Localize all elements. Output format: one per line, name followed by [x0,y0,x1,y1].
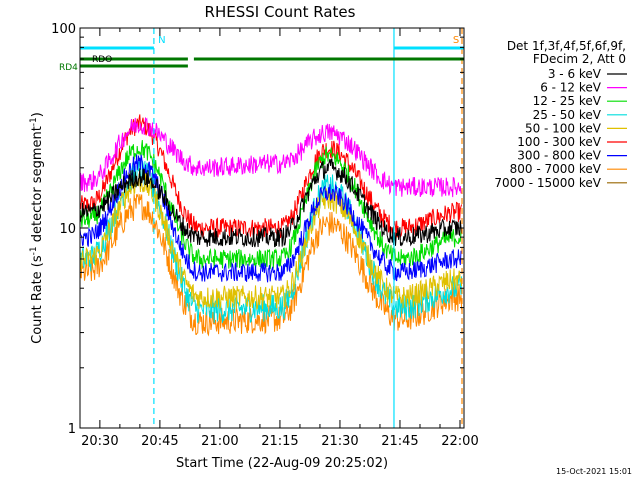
rdo-label: RDO [92,55,112,65]
legend-label: 12 - 25 keV [533,94,602,108]
footer-timestamp: 15-Oct-2021 15:01 [556,467,632,476]
rd4-label: RD4 [59,63,78,73]
series-layer [79,114,463,337]
series-line [79,116,463,198]
y-axis-label-part-2: detector segment [30,126,45,246]
series-line [79,139,463,270]
x-axis-label: Start Time (22-Aug-09 20:25:02) [176,456,388,471]
x-tick-label: 20:30 [81,434,118,449]
chart-title: RHESSI Count Rates [205,3,356,21]
legend-label: 50 - 100 keV [525,121,602,135]
legend: Det 1f,3f,4f,5f,6f,9f, FDecim 2, Att 0 3… [494,39,627,190]
legend-header-line-2: FDecim 2, Att 0 [533,52,626,66]
y-axis-label-part-3: ) [30,112,45,117]
series-line [79,172,463,311]
attenuator-label: N [158,35,165,46]
legend-header-line-1: Det 1f,3f,4f,5f,6f,9f, [507,39,626,53]
legend-label: 25 - 50 keV [533,108,602,122]
y-tick-label: 10 [59,222,76,237]
series-line [79,154,463,283]
x-tick-label: 21:30 [321,434,358,449]
series-line [79,114,463,239]
axis-layer: 20:30 20:45 21:00 21:15 21:30 21:45 22:00 1 10 10… [51,22,479,449]
y-axis-label: Count Rate (s-1 detector segment-1) [29,112,45,344]
x-tick-label: 22:00 [441,434,478,449]
y-axis-label-sup-1: -1 [29,246,39,255]
legend-label: 100 - 300 keV [517,135,601,149]
y-axis-label-part-1: Count Rate (s [30,255,45,344]
legend-label: 6 - 12 keV [540,81,602,95]
x-tick-label: 21:45 [381,434,418,449]
y-tick-label: 100 [51,22,76,37]
attenuator-label: S [453,35,459,46]
legend-label: 3 - 6 keV [548,67,602,81]
legend-label: 800 - 7000 keV [510,162,602,176]
y-axis-label-sup-2: -1 [29,117,39,126]
x-tick-label: 20:45 [141,434,178,449]
legend-label: 300 - 800 keV [517,149,601,163]
series-line [79,160,463,324]
y-tick-label: 1 [68,422,76,437]
x-tick-label: 21:00 [201,434,238,449]
legend-label: 7000 - 15000 keV [494,176,601,190]
series-line [79,158,463,248]
x-tick-label: 21:15 [261,434,298,449]
